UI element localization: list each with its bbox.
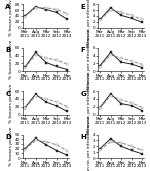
Text: B: B [5,47,10,53]
Y-axis label: Mean no. per infested house: Mean no. per infested house [87,28,91,91]
Text: F: F [80,47,85,53]
Y-axis label: Mean no. per infested house: Mean no. per infested house [87,115,91,171]
Text: D: D [5,134,11,140]
Text: G: G [80,91,86,97]
Y-axis label: % houses positive: % houses positive [9,127,14,166]
Y-axis label: Mean no. per infested house: Mean no. per infested house [87,0,91,47]
Text: E: E [80,4,85,10]
Y-axis label: % houses positive: % houses positive [9,0,14,36]
Text: A: A [5,4,10,10]
Text: H: H [80,134,86,140]
Y-axis label: % houses positive: % houses positive [9,83,14,123]
Y-axis label: % houses positive: % houses positive [9,40,14,79]
Text: C: C [5,91,10,97]
Y-axis label: Mean no. per infested house: Mean no. per infested house [87,72,91,134]
